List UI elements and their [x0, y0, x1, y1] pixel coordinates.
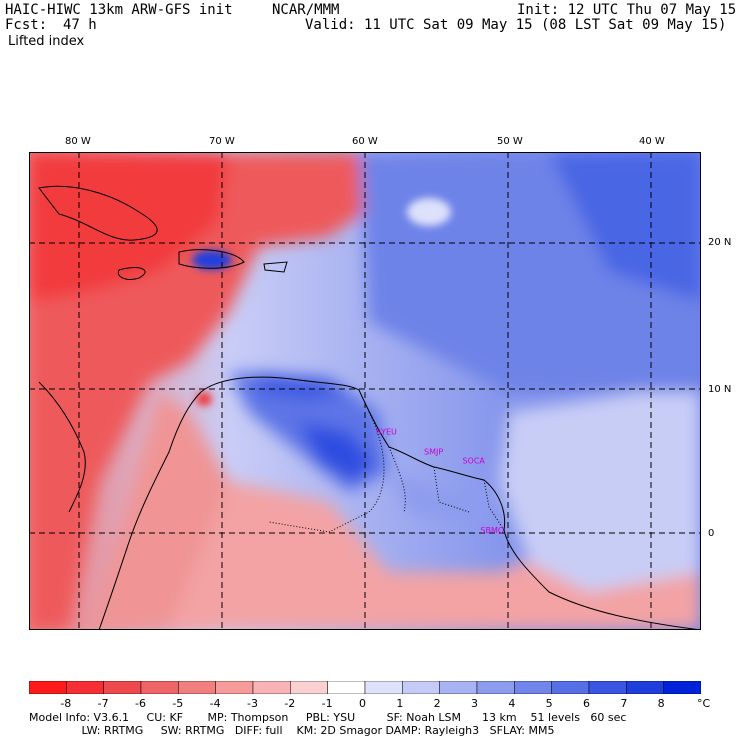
colorbar-tick-label: 2	[433, 697, 441, 710]
colorbar-swatch	[402, 681, 440, 694]
colorbar-tick-label: -7	[97, 697, 109, 710]
colorbar-tick-label: -8	[60, 697, 72, 710]
colorbar-swatch	[290, 681, 328, 694]
lifted-index-map: SYEU SMJP SOCA SBMQ	[29, 152, 701, 630]
country-borders	[268, 411, 505, 533]
colorbar-tick-label: 1	[396, 697, 404, 710]
colorbar-swatch	[178, 681, 216, 694]
graticule	[29, 152, 701, 630]
colorbar-swatch	[663, 681, 701, 694]
colorbar	[29, 681, 701, 694]
colorbar-swatch	[439, 681, 478, 694]
colorbar-tick-label: 6	[583, 697, 590, 710]
map-frame	[29, 152, 701, 630]
colorbar-swatch	[140, 681, 179, 694]
model-title: HAIC-HIWC 13km ARW-GFS init	[5, 2, 233, 18]
station-label: SBMQ	[480, 526, 504, 535]
station-label: SMJP	[424, 448, 443, 457]
lon-label-70w: 70 W	[209, 136, 235, 147]
field-name: Lifted index	[8, 34, 85, 49]
colorbar-swatch	[514, 681, 552, 694]
colorbar-tick-label: 7	[620, 697, 628, 710]
org-label: NCAR/MMM	[272, 2, 340, 18]
lat-label-10n: 10 N	[708, 384, 732, 395]
footer-model-info: Model Info: V3.6.1 CU: KF MP: Thompson P…	[29, 711, 627, 724]
colorbar-swatch	[29, 681, 67, 694]
cloud-swirl	[407, 198, 451, 226]
colorbar-swatch	[327, 681, 366, 694]
lat-label-20n: 20 N	[708, 237, 732, 248]
lon-label-80w: 80 W	[65, 136, 91, 147]
colorbar-tick-label: -5	[172, 697, 184, 710]
maracaibo-min	[196, 392, 212, 406]
colorbar-tick-label: -6	[135, 697, 146, 710]
colorbar-tick-label: -1	[321, 697, 333, 710]
colorbar-swatch	[252, 681, 291, 694]
colorbar-unit: °C	[697, 697, 711, 710]
fcst-hours: 47 h	[63, 17, 97, 33]
colorbar-swatch	[626, 681, 664, 694]
colorbar-swatch	[66, 681, 104, 694]
colorbar-swatch	[476, 681, 515, 694]
lon-label-60w: 60 W	[352, 136, 378, 147]
colorbar-swatch	[364, 681, 403, 694]
colorbar-tick-label: -3	[247, 697, 258, 710]
colorbar-tick-label: 4	[508, 697, 516, 710]
coastlines	[38, 185, 701, 630]
fcst-label: Fcst:	[5, 17, 48, 33]
footer-physics: LW: RRTMG SW: RRTMG DIFF: full KM: 2D Sm…	[29, 724, 555, 737]
colorbar-tick-label: -2	[284, 697, 296, 710]
lon-label-40w: 40 W	[639, 136, 665, 147]
station-label: SYEU	[376, 427, 397, 436]
colorbar-swatch	[103, 681, 142, 694]
station-markers: SYEU SMJP SOCA SBMQ	[376, 427, 504, 535]
station-label: SOCA	[462, 456, 485, 465]
colorbar-tick-label: 5	[545, 697, 553, 710]
colorbar-swatch	[215, 681, 254, 694]
colorbar-tick-label: 0	[359, 697, 366, 710]
lat-label-eq: 0	[708, 528, 715, 539]
lon-label-50w: 50 W	[497, 136, 523, 147]
colorbar-swatch	[551, 681, 590, 694]
colorbar-tick-label: 3	[471, 697, 478, 710]
colorbar-tick-label: -4	[209, 697, 221, 710]
init-time: Init: 12 UTC Thu 07 May 15	[517, 2, 737, 18]
colorbar-tick-label: 8	[657, 697, 665, 710]
colorbar-swatch	[588, 681, 627, 694]
valid-time: Valid: 11 UTC Sat 09 May 15 (08 LST Sat …	[305, 17, 727, 33]
